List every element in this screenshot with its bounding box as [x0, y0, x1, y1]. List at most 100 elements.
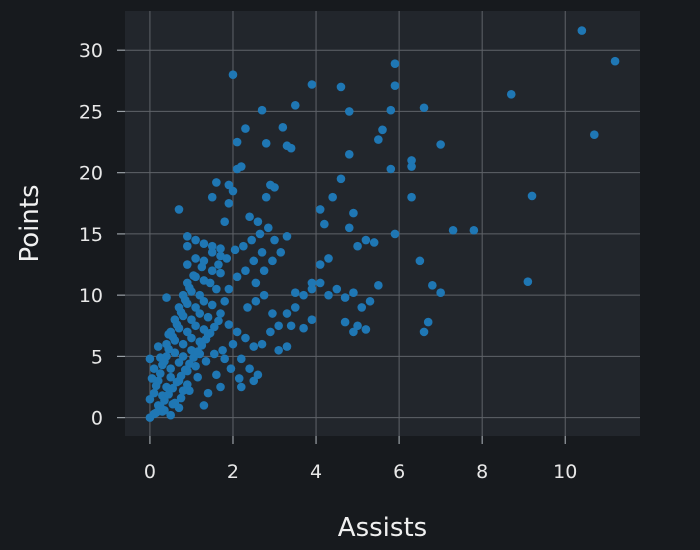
- data-point: [216, 382, 225, 392]
- y-tick-label: 10: [79, 285, 103, 307]
- data-point: [349, 327, 358, 337]
- data-point: [176, 308, 186, 317]
- data-point: [236, 162, 246, 171]
- data-point: [183, 232, 192, 241]
- data-point: [328, 192, 337, 202]
- data-point: [207, 266, 217, 275]
- data-point: [249, 342, 259, 351]
- data-point: [390, 81, 400, 91]
- data-point: [220, 217, 229, 226]
- data-point: [324, 290, 333, 300]
- data-point: [251, 296, 261, 306]
- data-point: [176, 393, 186, 403]
- data-point: [386, 105, 396, 115]
- data-point: [232, 137, 242, 147]
- data-point: [255, 229, 265, 239]
- data-point: [201, 356, 211, 366]
- data-point: [353, 241, 362, 251]
- data-point: [212, 178, 221, 187]
- data-point: [261, 192, 271, 202]
- data-point: [232, 272, 242, 282]
- data-point: [207, 300, 217, 310]
- data-point: [590, 130, 599, 139]
- data-point: [191, 235, 200, 245]
- data-point: [257, 247, 267, 257]
- plot-area: [125, 11, 640, 436]
- data-point: [183, 241, 192, 251]
- data-point: [307, 284, 317, 294]
- data-point: [357, 303, 367, 312]
- data-point: [199, 325, 209, 334]
- data-point: [218, 345, 227, 355]
- data-point: [164, 330, 173, 339]
- data-point: [282, 232, 292, 241]
- data-point: [228, 339, 238, 349]
- data-point: [216, 268, 225, 278]
- data-point: [245, 212, 254, 222]
- data-point: [212, 284, 221, 294]
- data-point: [407, 156, 416, 165]
- y-axis-label: Points: [15, 184, 45, 262]
- data-point: [247, 235, 256, 245]
- data-point: [344, 223, 354, 233]
- data-point: [523, 277, 533, 286]
- data-point: [187, 333, 196, 343]
- data-point: [193, 372, 202, 382]
- data-point: [378, 125, 387, 135]
- data-point: [207, 247, 217, 257]
- data-point: [228, 186, 238, 196]
- data-point: [259, 290, 269, 300]
- data-point: [166, 410, 175, 420]
- data-point: [340, 317, 350, 327]
- data-point: [506, 89, 516, 99]
- data-point: [419, 327, 429, 337]
- data-point: [263, 223, 273, 233]
- data-point: [241, 266, 250, 275]
- data-point: [216, 244, 225, 253]
- data-point: [278, 123, 288, 132]
- data-point: [307, 278, 317, 288]
- data-point: [166, 372, 175, 382]
- data-point: [527, 191, 537, 201]
- data-point: [178, 339, 188, 349]
- data-point: [332, 284, 342, 294]
- data-point: [180, 295, 190, 305]
- data-point: [236, 354, 246, 364]
- data-point: [577, 26, 587, 35]
- data-point: [374, 135, 383, 144]
- data-point: [245, 364, 254, 373]
- data-point: [174, 358, 184, 367]
- data-point: [315, 260, 325, 269]
- data-point: [203, 312, 213, 322]
- data-point: [610, 56, 620, 66]
- data-point: [168, 383, 178, 393]
- data-point: [276, 247, 286, 257]
- data-point: [199, 401, 209, 410]
- data-point: [307, 315, 317, 324]
- points-layer: [145, 26, 620, 422]
- data-point: [226, 364, 236, 373]
- data-point: [236, 382, 246, 392]
- data-point: [232, 327, 242, 337]
- data-point: [307, 80, 317, 89]
- data-point: [386, 164, 396, 174]
- data-point: [209, 349, 219, 359]
- data-point: [390, 229, 400, 239]
- data-point: [270, 235, 279, 245]
- y-tick-label: 30: [79, 40, 103, 62]
- y-tick-label: 15: [79, 224, 103, 246]
- data-point: [407, 192, 416, 202]
- data-point: [286, 321, 296, 331]
- data-point: [183, 327, 192, 337]
- x-tick-label: 10: [553, 461, 577, 483]
- data-point: [207, 241, 217, 251]
- data-point: [191, 303, 200, 312]
- x-tick-label: 8: [476, 461, 488, 483]
- data-point: [170, 348, 180, 358]
- data-point: [214, 260, 223, 269]
- data-point: [216, 309, 225, 318]
- data-point: [174, 205, 184, 214]
- y-tick-label: 20: [79, 163, 103, 185]
- data-point: [361, 325, 371, 334]
- data-point: [228, 70, 238, 79]
